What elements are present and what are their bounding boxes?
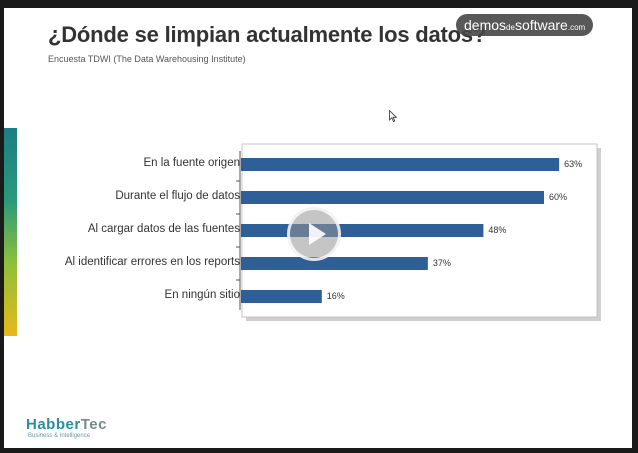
chart-bar — [241, 290, 322, 303]
category-label: En la fuente origen — [143, 157, 240, 169]
data-label: 63% — [564, 159, 583, 169]
data-label: 60% — [549, 192, 568, 202]
category-label: Durante el flujo de datos — [115, 190, 240, 202]
chart-bar — [241, 257, 428, 270]
logo-brand-part1: Habber — [26, 416, 81, 433]
category-label: Al identificar errores en los reports — [64, 256, 240, 268]
chart-bar — [241, 191, 544, 204]
data-label: 16% — [326, 291, 345, 301]
category-label: En ningún sitio — [164, 289, 240, 301]
watermark-part3: software — [514, 17, 568, 33]
play-button[interactable] — [287, 207, 341, 261]
category-label: Al cargar datos de las fuentes — [87, 223, 240, 235]
slide-subtitle: Encuesta TDWI (The Data Warehousing Inst… — [48, 54, 246, 64]
watermark-part2: de — [506, 23, 515, 32]
watermark-part4: .com — [567, 23, 586, 32]
mouse-cursor-icon — [389, 110, 397, 122]
chart-bar — [241, 224, 484, 237]
data-label: 48% — [488, 225, 507, 235]
slide-title: ¿Dónde se limpian actualmente los datos? — [48, 22, 487, 47]
left-accent-bar — [4, 128, 17, 336]
logo-tagline: Business & Intelligence — [28, 433, 91, 439]
logo-brand-part2: Tec — [80, 416, 107, 433]
watermark-part1: demos — [464, 17, 507, 33]
demosdesoftware-watermark: demosdesoftware.com — [456, 14, 594, 36]
data-label: 37% — [432, 258, 451, 268]
play-icon — [309, 223, 326, 245]
habbertec-logo: HabberTec Business & Intelligence — [26, 416, 107, 439]
chart-bar — [241, 158, 560, 171]
